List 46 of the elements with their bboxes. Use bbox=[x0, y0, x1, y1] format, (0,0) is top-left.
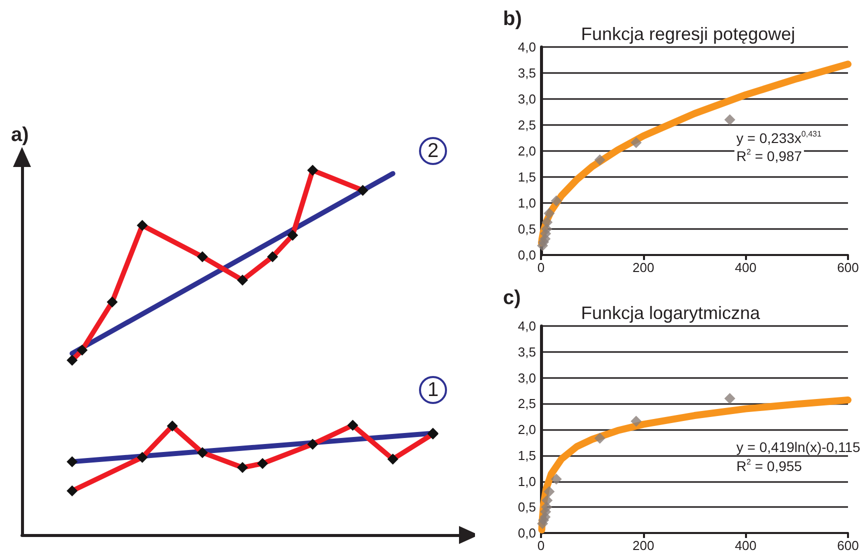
x-tick-label: 0 bbox=[537, 260, 545, 275]
annotation: 1 bbox=[427, 379, 439, 401]
x-tick-label: 600 bbox=[837, 260, 859, 275]
x-tick-label: 200 bbox=[632, 538, 654, 553]
point bbox=[630, 416, 642, 427]
y-tick-label: 4,0 bbox=[518, 318, 536, 334]
point bbox=[724, 114, 736, 126]
point bbox=[594, 154, 606, 166]
point bbox=[542, 494, 553, 506]
y-tick-label: 3,5 bbox=[518, 344, 536, 360]
y-tick-label: 0,0 bbox=[518, 248, 536, 262]
chart-subtitle: Funkcja logarytmiczna bbox=[581, 303, 762, 323]
point bbox=[550, 474, 562, 485]
y-tick-label: 4,0 bbox=[518, 40, 536, 54]
x-tick-label: 400 bbox=[734, 260, 757, 275]
y-tick-label: 2,0 bbox=[518, 422, 536, 437]
y-tick-label: 2,5 bbox=[518, 396, 536, 412]
text: 2 bbox=[427, 140, 439, 162]
annotation: y = 0,419ln(x)-0,115 bbox=[736, 438, 860, 455]
chart-title: c) bbox=[503, 287, 521, 309]
y-tick-label: 0,5 bbox=[518, 500, 536, 515]
point bbox=[542, 216, 553, 228]
y-tick-label: 0,5 bbox=[518, 222, 536, 236]
x-tick-label: 400 bbox=[734, 538, 757, 553]
point bbox=[724, 392, 736, 404]
point bbox=[544, 486, 555, 498]
y-tick-label: 1,5 bbox=[518, 170, 536, 184]
y-tick-label: 0,0 bbox=[518, 526, 536, 540]
point bbox=[550, 195, 562, 206]
y-tick-label: 3,0 bbox=[518, 92, 536, 106]
x-tick-label: 600 bbox=[837, 538, 859, 553]
x-tick-label: 0 bbox=[537, 538, 545, 553]
chart-title: a) bbox=[11, 124, 29, 146]
point bbox=[594, 432, 606, 444]
y-tick-label: 1,0 bbox=[518, 196, 536, 210]
y-tick-label: 3,0 bbox=[518, 370, 536, 386]
chart-subtitle: Funkcja regresji potęgowej bbox=[581, 24, 796, 44]
chart-title: b) bbox=[503, 8, 522, 30]
point bbox=[544, 208, 555, 219]
x-tick-label: 200 bbox=[632, 260, 654, 275]
y-tick-label: 1,5 bbox=[518, 448, 536, 463]
y-tick-label: 2,5 bbox=[518, 118, 536, 132]
y-tick-label: 1,0 bbox=[518, 474, 536, 489]
point bbox=[630, 137, 642, 148]
y-tick-label: 2,0 bbox=[518, 144, 536, 158]
y-tick-label: 3,5 bbox=[518, 66, 536, 80]
